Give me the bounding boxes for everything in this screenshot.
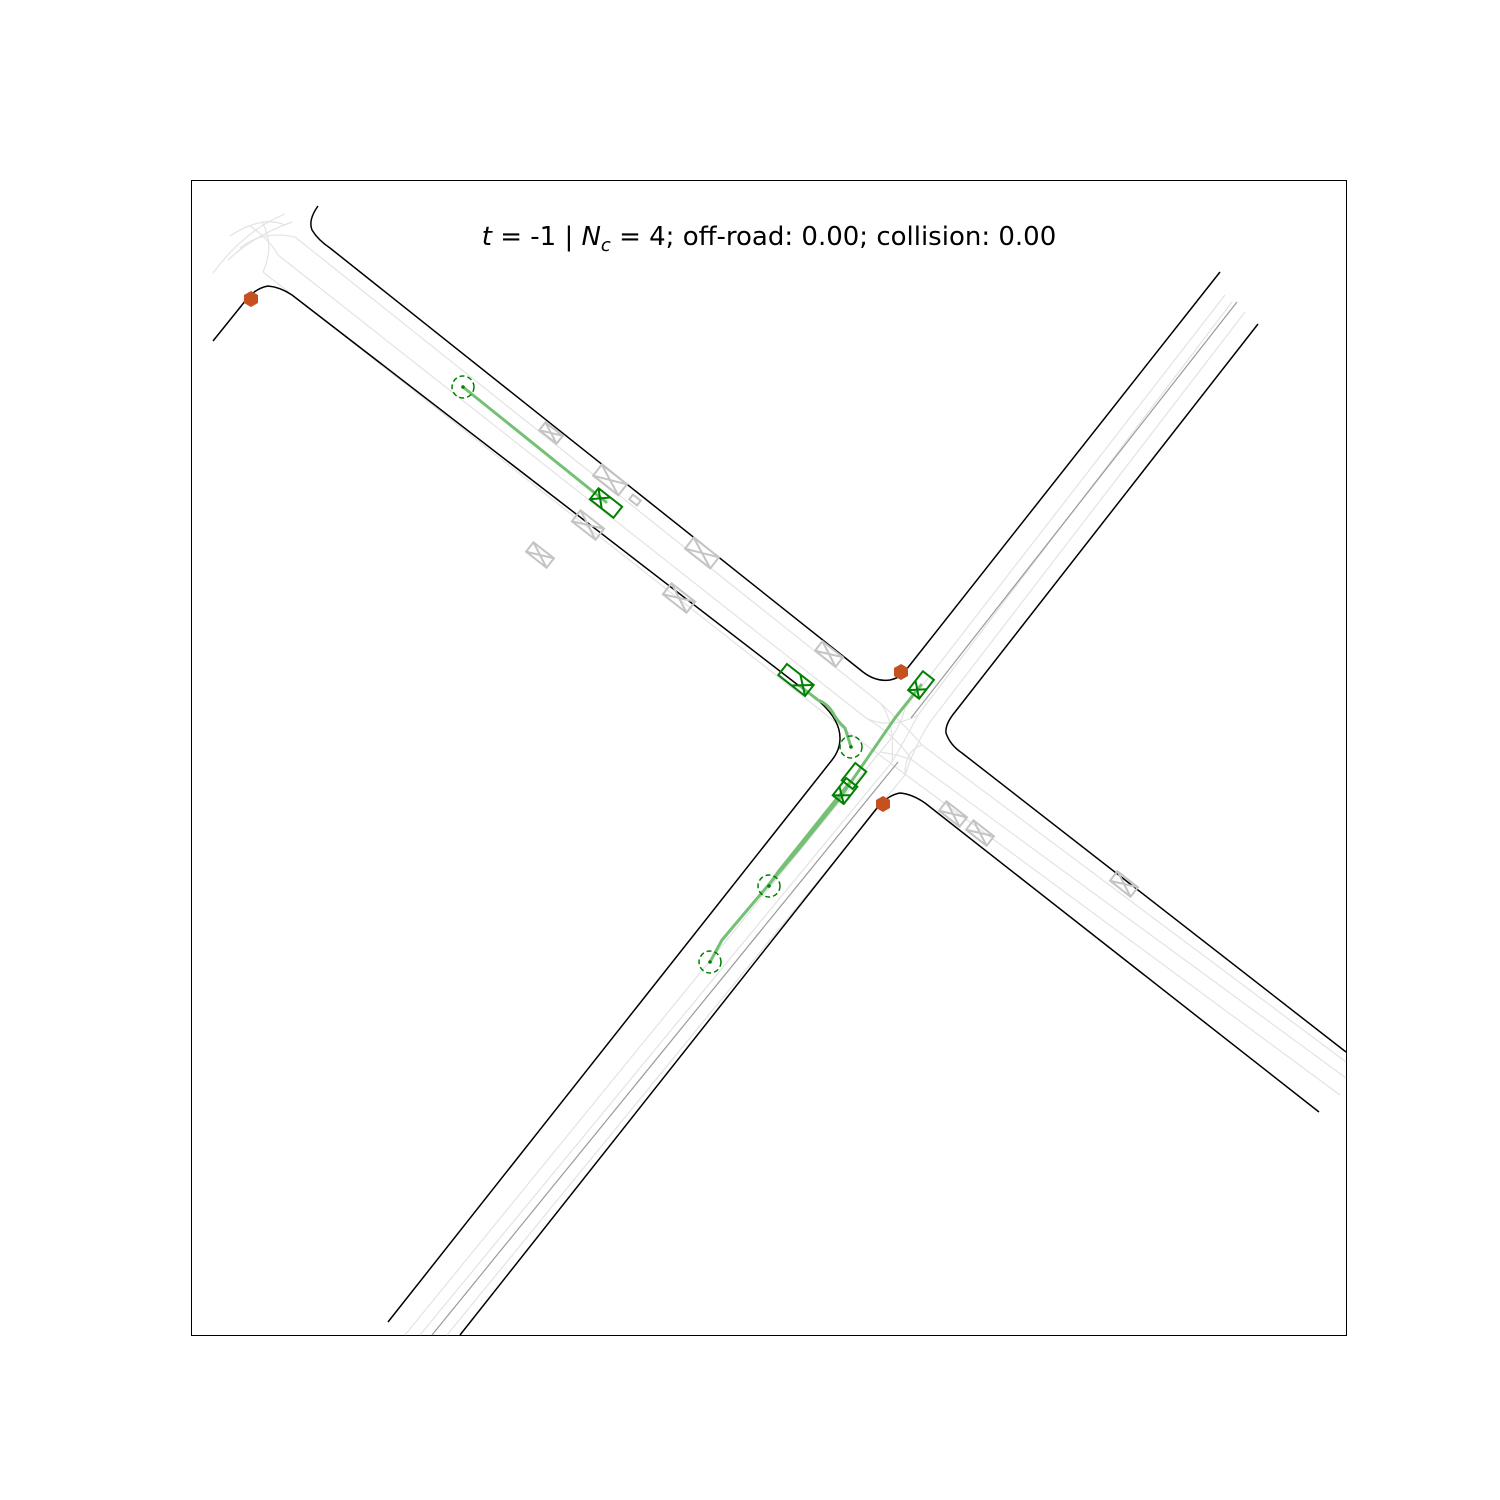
other-agent bbox=[661, 581, 697, 615]
other-agent bbox=[937, 799, 969, 829]
controlled-agents bbox=[588, 486, 936, 806]
trajectories bbox=[461, 385, 923, 964]
controlled-agent bbox=[588, 486, 624, 520]
other-agent bbox=[813, 639, 845, 669]
stop-sign bbox=[894, 664, 908, 680]
plot-title: t = -1 | Nc = 4; off-road: 0.00; collisi… bbox=[482, 222, 1057, 256]
title-n-var: N bbox=[581, 222, 600, 252]
other-agent bbox=[537, 420, 565, 446]
title-rest: = 4; off-road: 0.00; collision: 0.00 bbox=[611, 222, 1056, 252]
goal-1 bbox=[451, 375, 475, 399]
title-t-var: t bbox=[482, 222, 493, 252]
other-agent bbox=[964, 818, 996, 848]
stop-sign bbox=[244, 291, 258, 307]
other-agents bbox=[524, 420, 1140, 899]
stop-signs bbox=[244, 291, 908, 812]
goal-centers bbox=[461, 385, 853, 964]
title-t-value: = -1 | bbox=[492, 222, 582, 252]
goal-3 bbox=[757, 874, 781, 898]
controlled-agent bbox=[831, 776, 859, 806]
trajectory-1 bbox=[461, 385, 608, 504]
lane-lines bbox=[212, 213, 1347, 1336]
goal-2 bbox=[839, 735, 863, 759]
controlled-agent bbox=[906, 669, 936, 701]
plot-frame bbox=[191, 180, 1347, 1336]
trajectory-2 bbox=[798, 684, 853, 749]
other-agent bbox=[627, 493, 643, 507]
other-agent bbox=[683, 536, 721, 570]
goal-markers bbox=[451, 375, 863, 974]
other-agent bbox=[524, 540, 556, 570]
controlled-agent bbox=[776, 662, 816, 698]
other-agent bbox=[570, 508, 606, 542]
stop-sign bbox=[876, 796, 890, 812]
other-agent bbox=[591, 463, 629, 497]
trajectory-4 bbox=[708, 683, 923, 964]
other-agent bbox=[1108, 869, 1140, 899]
center-lines bbox=[431, 301, 1238, 1336]
title-n-sub: c bbox=[601, 235, 611, 256]
controlled-agent bbox=[840, 761, 868, 791]
goal-4 bbox=[698, 950, 722, 974]
